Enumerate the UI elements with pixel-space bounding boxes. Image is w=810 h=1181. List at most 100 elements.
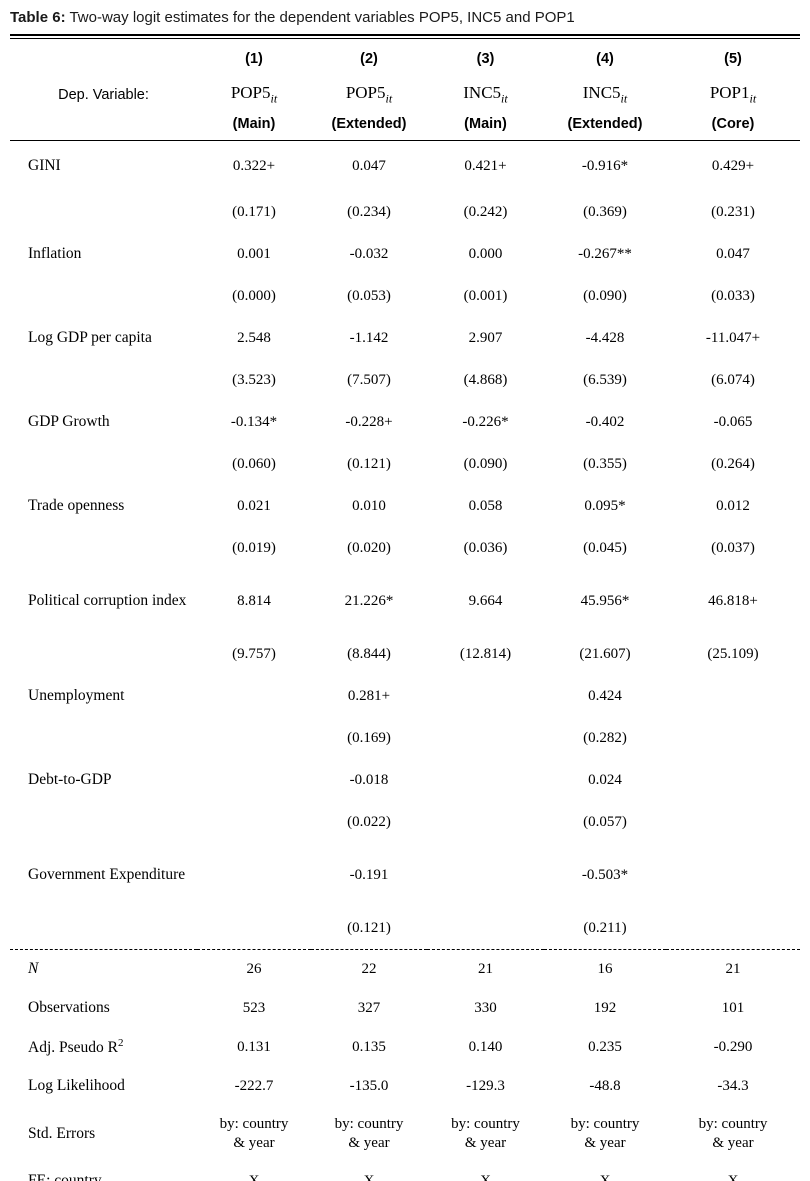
estimate-cell: 45.956* [580,592,630,609]
row-label-spacer [10,907,197,950]
model-spec: (Extended) [544,111,666,141]
stat-cell: 0.235 [588,1039,622,1055]
stderr-cell [666,717,800,759]
stderr-row-inflation: (0.000) (0.053) (0.001) (0.090) (0.033) [10,275,800,317]
stat-cell: 21 [427,949,544,989]
coef-row-political-corruption-index: Political corruption index 8.814 21.226*… [10,569,800,633]
stderr-row-political-corruption-index: (9.757) (8.844) (12.814) (21.607) (25.10… [10,633,800,675]
stderr-cell: (0.020) [347,539,391,556]
stat-cell: 101 [721,1000,745,1016]
stderr-cell: (0.282) [583,729,627,746]
stderr-cell: (0.033) [711,287,755,304]
stderr-cell: (25.109) [707,645,759,662]
stderr-cell: (0.060) [232,455,276,472]
stderr-row-government-expenditure: (0.121) (0.211) [10,907,800,950]
stat-cell: 523 [242,1000,266,1016]
stderr-cell: (9.757) [232,645,276,662]
estimate-cell [666,843,800,907]
stderr-row-trade-openness: (0.019) (0.020) (0.036) (0.045) (0.037) [10,527,800,569]
stat-label: Adj. Pseudo R2 [10,1028,197,1067]
dep-variable-label: Dep. Variable: [58,87,149,103]
table-number: Table 6: [10,9,66,26]
stderr-cell [427,801,544,843]
row-label: Government Expenditure [28,865,186,883]
estimate-cell: 0.424 [588,687,622,704]
dep-variable: INC5it [544,79,666,111]
estimate-cell [427,759,544,801]
estimate-cell: -0.065 [713,413,753,430]
estimate-cell [427,675,544,717]
stat-cell: by: country & year [698,1115,768,1152]
stat-cell: 0.140 [468,1039,503,1055]
estimate-cell: -11.047+ [705,329,761,346]
estimate-cell [197,759,311,801]
row-label-spacer [10,443,197,485]
stderr-cell: (3.523) [232,371,276,388]
stderr-cell [197,801,311,843]
stat-cell: by: country & year [570,1115,640,1152]
estimate-cell [666,759,800,801]
estimate-cell: -0.018 [349,771,389,788]
stat-row-log-likelihood: Log Likelihood -222.7 -135.0 -129.3 -48.… [10,1067,800,1106]
dep-variable-subscript: it [620,91,628,106]
stderr-cell: (0.090) [583,287,627,304]
stat-cell: -135.0 [349,1078,389,1094]
dep-variable-name: INC5 [582,83,621,103]
top-rule-thick [10,34,800,36]
stat-cell: -48.8 [589,1078,621,1094]
coef-row-log-gdp-per-capita: Log GDP per capita 2.548 -1.142 2.907 -4… [10,317,800,359]
stderr-cell: (0.171) [232,203,276,220]
stat-row-n: N 26 22 21 16 21 [10,949,800,989]
estimate-cell: -0.134* [230,413,278,430]
stderr-cell: (0.169) [347,729,391,746]
dep-variable-subscript: it [385,91,393,106]
stderr-row-gdp-growth: (0.060) (0.121) (0.090) (0.355) (0.264) [10,443,800,485]
estimate-cell: 9.664 [468,592,503,609]
stderr-cell: (0.000) [232,287,276,304]
coef-row-debt-to-gdp: Debt-to-GDP -0.018 0.024 [10,759,800,801]
stat-cell: -222.7 [234,1078,274,1094]
row-label: Trade openness [28,496,125,514]
stderr-cell [427,907,544,950]
dep-variable-row: Dep. Variable: POP5it POP5it INC5it INC5… [10,79,800,111]
stat-cell: by: country & year [451,1115,520,1152]
estimate-cell: 0.095* [584,497,626,514]
estimate-cell: -0.267** [578,245,632,262]
row-label-spacer [10,633,197,675]
dep-variable-name: INC5 [463,83,502,103]
row-label: Debt-to-GDP [28,770,112,788]
stat-cell: 327 [357,1000,381,1016]
stderr-cell: (8.844) [347,645,391,662]
regression-table: (1) (2) (3) (4) (5) Dep. Variable: POP5i… [10,39,800,1181]
stderr-cell [197,907,311,950]
dep-variable-subscript: it [501,91,508,106]
dep-variable-name: POP5 [345,83,386,103]
stat-cell: -129.3 [466,1078,505,1094]
row-label: Log GDP per capita [28,328,152,346]
dep-variable: POP1it [666,79,800,111]
estimate-cell: 0.058 [468,497,503,514]
estimate-cell: 0.047 [716,245,750,262]
row-label-spacer [10,717,197,759]
stat-cell: 22 [311,949,427,989]
model-spec-row: (Main) (Extended) (Main) (Extended) (Cor… [10,111,800,141]
dep-variable-name: POP1 [709,83,750,103]
estimate-cell: -0.402 [585,413,625,430]
estimate-cell: 0.001 [237,245,271,262]
stat-cell: 192 [593,1000,617,1016]
row-label-spacer [10,801,197,843]
coef-row-unemployment: Unemployment 0.281+ 0.424 [10,675,800,717]
stderr-cell: (6.074) [711,371,755,388]
estimate-cell [197,843,311,907]
stderr-cell: (0.355) [583,455,627,472]
stderr-cell: (0.369) [583,203,627,220]
stderr-cell: (0.231) [711,203,755,220]
stderr-cell: (0.234) [347,203,391,220]
stat-cell: X [363,1173,375,1181]
stderr-cell: (0.090) [463,455,508,472]
estimate-cell: -0.228+ [345,413,393,430]
stderr-cell: (0.022) [347,813,391,830]
estimate-cell: 46.818+ [708,592,758,609]
model-number: (2) [360,51,378,67]
